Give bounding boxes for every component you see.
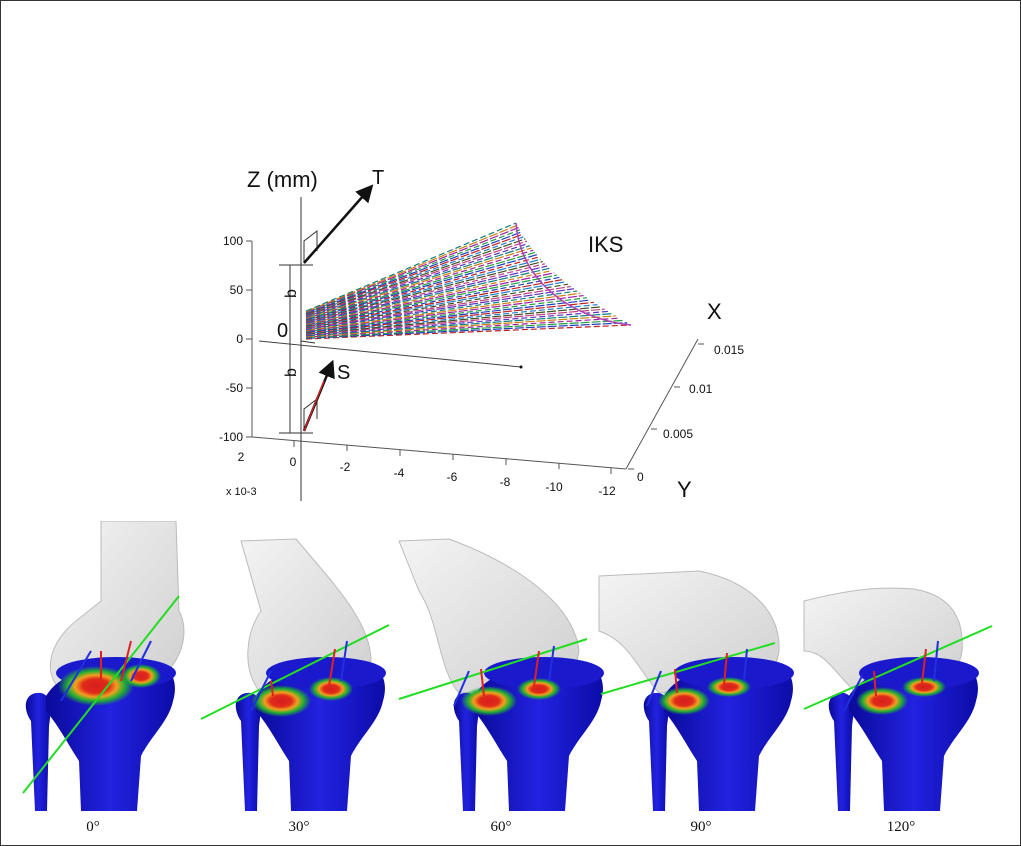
iks-surface-line (305, 276, 560, 327)
vector-t-label: T (372, 167, 384, 189)
y-tick-label: -12 (598, 484, 616, 498)
vector-t (303, 184, 374, 264)
iks-surface-line (305, 313, 613, 337)
x-axis-line (625, 338, 699, 470)
z-tick-label: -100 (219, 430, 243, 444)
knee-panel-90 (598, 570, 794, 811)
vector-s-label: S (337, 362, 350, 384)
knee-panel-120 (803, 587, 993, 811)
iks-surface-line (305, 229, 521, 314)
y-axis-title: Y (677, 477, 692, 502)
iks-surface-line (305, 310, 609, 336)
offset-b-lower: b (283, 368, 300, 377)
iks-surface-line (305, 285, 571, 330)
iks-surface-line (305, 233, 523, 315)
x-tick-marks (628, 343, 704, 470)
knee-panel-0 (22, 521, 185, 811)
z-tick-label: -50 (226, 381, 244, 395)
iks-surface-line (305, 324, 632, 340)
iks-surface-line (305, 249, 534, 320)
y-tick-label: -10 (545, 480, 563, 494)
origin-label: 0 (277, 320, 288, 342)
y-axis-line (251, 436, 627, 470)
angle-label-120: 120° (886, 819, 916, 835)
iks-surface-line (305, 290, 578, 331)
x-tick-label: 0.015 (714, 343, 744, 357)
iks-surface-line (305, 240, 528, 317)
y-tick-marks (293, 441, 612, 474)
y-tick-label: 2 (238, 450, 245, 464)
iks-surface-line (305, 272, 555, 326)
iks-surface-line (305, 254, 538, 321)
z-tick-label: 0 (236, 332, 243, 346)
offset-b-upper: b (283, 289, 300, 298)
iks-surface-line (305, 224, 518, 313)
iks-3d-plot: 100 50 0 -50 -100 Z (mm) 2 0 -2 -4 -6 -8… (219, 167, 744, 502)
iks-surface-line (305, 301, 594, 334)
iks-surface-line (305, 222, 517, 312)
iks-surface-line (305, 256, 539, 321)
iks-surface-line (305, 299, 591, 333)
x-tick-label: 0.01 (689, 382, 713, 396)
iks-surface-line (305, 319, 624, 339)
iks-surface-line (305, 322, 628, 339)
z-tick-marks (246, 240, 252, 438)
y-tick-label: -6 (447, 470, 458, 484)
y-tick-label: -4 (394, 466, 405, 480)
iks-surface-line (305, 288, 575, 330)
angle-label-0: 0° (86, 819, 100, 835)
iks-surface-line (305, 260, 543, 323)
iks-surface-line (305, 226, 519, 313)
y-tick-label: -8 (500, 475, 511, 489)
iks-surface-line (305, 283, 568, 329)
knee-renderings (22, 521, 993, 811)
y-tick-label: -2 (340, 460, 351, 474)
iks-surface-line (305, 279, 563, 328)
angle-label-30: 30° (288, 819, 310, 835)
iks-surface-line (305, 304, 598, 334)
iks-surface-line (305, 247, 532, 319)
iks-surface-line (305, 297, 588, 333)
iks-surface-line (305, 294, 584, 332)
iks-surface-line (305, 308, 605, 336)
iks-surface-line (305, 306, 602, 335)
iks-surface-line (305, 236, 525, 316)
iks-surface-line (305, 274, 557, 326)
iks-surface-line (305, 242, 529, 318)
iks-surface-line (305, 267, 550, 325)
x-tick-label: 0.005 (663, 427, 693, 441)
iks-surface-line (305, 238, 526, 316)
iks-surface-line (305, 270, 552, 325)
z-tick-label: 100 (223, 234, 243, 248)
iks-surface-line (305, 251, 536, 320)
iks-label: IKS (588, 232, 623, 257)
iks-surface-line (305, 245, 531, 318)
iks-surface-line (305, 258, 541, 322)
y-multiplier: x 10-3 (226, 486, 257, 498)
iks-surface-line (305, 315, 616, 338)
origin-axis-line (258, 340, 522, 368)
z-axis-title: Z (mm) (247, 167, 318, 192)
iks-surface-line (305, 231, 522, 315)
knee-panel-30 (200, 538, 390, 811)
x-tick-label: 0 (637, 470, 644, 484)
x-axis-title: X (707, 299, 722, 324)
iks-surface-line (305, 265, 548, 324)
knee-panel-60 (398, 538, 604, 811)
iks-surface-line (305, 263, 546, 323)
angle-label-90: 90° (690, 819, 712, 835)
z-tick-label: 50 (230, 283, 244, 297)
iks-surface (305, 222, 632, 340)
iks-boundary (515, 222, 632, 326)
iks-surface-line (305, 292, 581, 331)
angle-label-60: 60° (490, 819, 512, 835)
iks-surface-line (305, 317, 620, 338)
y-tick-label: 0 (290, 455, 297, 469)
